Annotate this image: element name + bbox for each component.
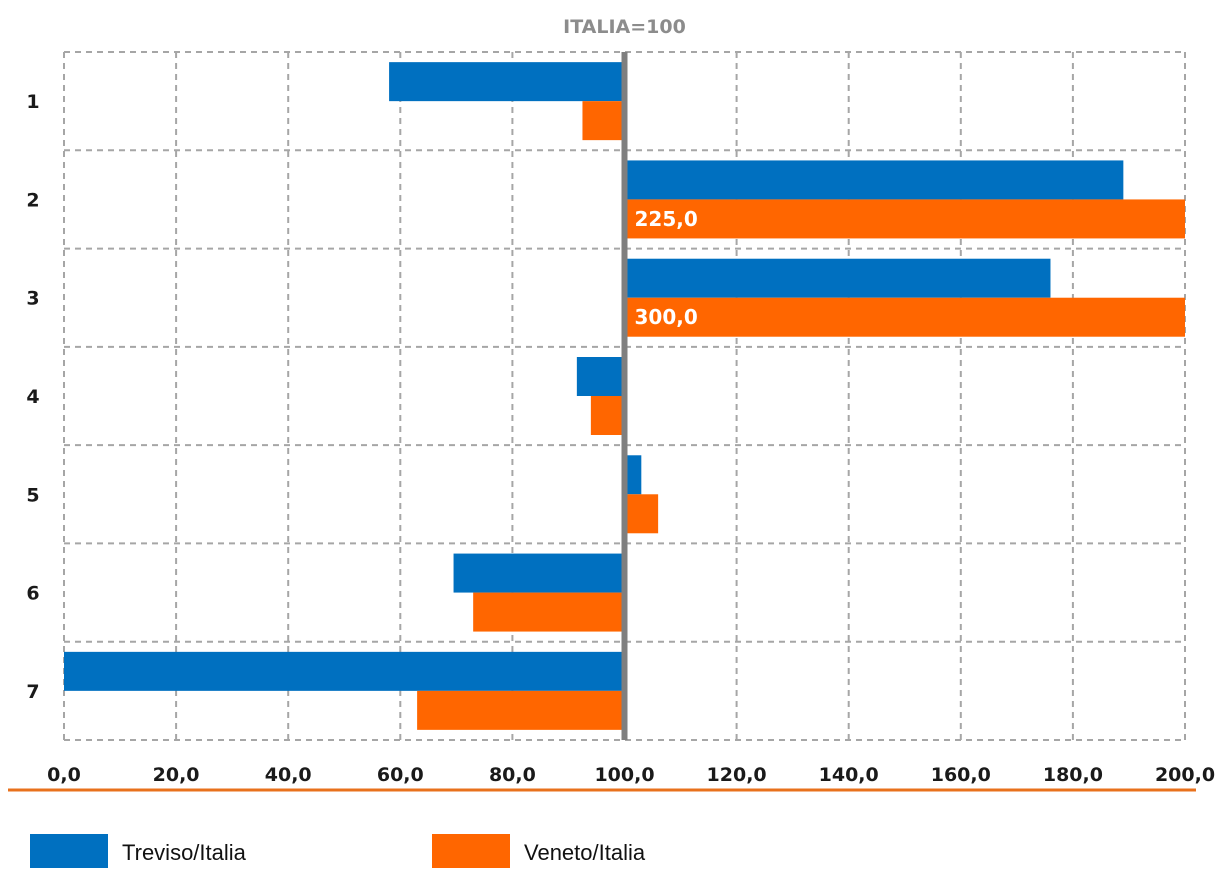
x-tick-label: 140,0 (819, 764, 879, 786)
bar-veneto-italia-cat-7 (417, 690, 625, 730)
category-label: 5 (26, 484, 39, 506)
category-label: 1 (26, 91, 39, 113)
bar-treviso-italia-cat-7 (64, 651, 625, 691)
category-label: 4 (26, 386, 39, 408)
bar-veneto-italia-cat-3 (624, 297, 1185, 337)
x-tick-label: 40,0 (265, 764, 312, 786)
category-label: 7 (26, 681, 39, 703)
x-tick-label: 180,0 (1043, 764, 1103, 786)
x-tick-labels: 0,0 20,0 40,0 60,0 80,0 100,0 120,0 140,0 160,0 1… (8, 764, 1215, 792)
x-tick-label: 200,0 (1155, 764, 1215, 786)
x-tick-label: 100,0 (594, 764, 654, 786)
bar-treviso-italia-cat-2 (624, 160, 1124, 200)
bar-veneto-italia-cat-5 (624, 494, 659, 534)
bar-veneto-italia-cat-4 (590, 396, 625, 435)
bars: 225,0 300,0 (64, 62, 1185, 730)
legend-label: Treviso/Italia (122, 840, 247, 865)
bar-veneto-italia-cat-2 (624, 199, 1185, 239)
category-label: 6 (26, 583, 39, 605)
bar-treviso-italia-cat-4 (576, 357, 625, 396)
bar-veneto-italia-cat-6 (473, 592, 625, 632)
x-tick-label: 120,0 (707, 764, 767, 786)
reference-line-group: ITALIA=100 (563, 16, 686, 740)
x-tick-label: 160,0 (931, 764, 991, 786)
category-labels: 1 2 3 4 5 6 7 (26, 91, 39, 703)
legend-swatch (30, 834, 108, 868)
x-tick-label: 60,0 (377, 764, 424, 786)
bar-treviso-italia-cat-5 (624, 455, 642, 495)
category-label: 3 (26, 288, 39, 310)
bar-treviso-italia-cat-6 (453, 553, 625, 593)
legend-label: Veneto/Italia (524, 840, 646, 865)
legend: Treviso/Italia Veneto/Italia (30, 834, 646, 868)
bar-treviso-italia-cat-1 (389, 62, 625, 102)
bar-treviso-italia-cat-3 (624, 258, 1051, 298)
category-label: 2 (26, 189, 39, 211)
x-tick-label: 80,0 (489, 764, 536, 786)
data-label: 225,0 (635, 207, 698, 231)
data-label: 300,0 (635, 305, 698, 329)
x-tick-label: 0,0 (47, 764, 81, 786)
x-tick-label: 20,0 (153, 764, 200, 786)
bar-veneto-italia-cat-1 (582, 101, 625, 141)
reference-line-label: ITALIA=100 (563, 16, 686, 38)
legend-swatch (432, 834, 510, 868)
